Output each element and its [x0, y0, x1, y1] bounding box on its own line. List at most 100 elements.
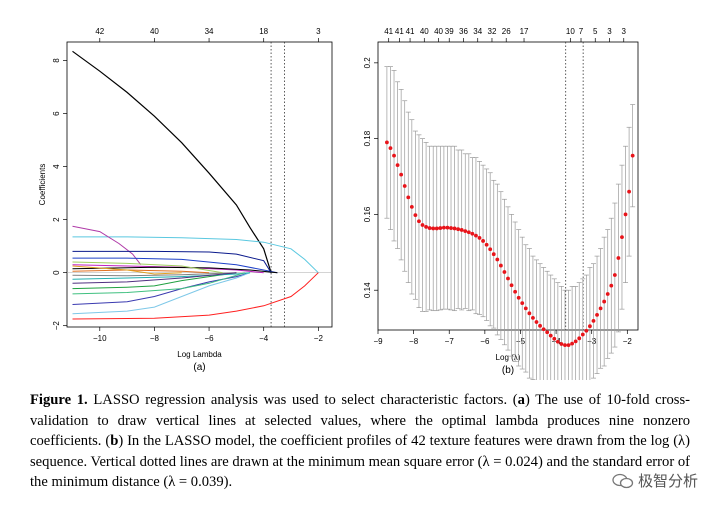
mse-point [566, 343, 571, 348]
coefficient-path [72, 50, 272, 273]
top-tick-label: 3 [622, 27, 627, 36]
caption-letter-b: b [110, 433, 119, 449]
x-tick-label: −6 [204, 334, 214, 343]
mse-point [527, 311, 532, 316]
coefficient-path [72, 250, 272, 273]
top-tick-label: 40 [434, 27, 443, 36]
mse-point [413, 213, 418, 218]
x-tick-label: −9 [373, 337, 383, 346]
figure-caption: Figure 1. LASSO regression analysis was … [30, 390, 690, 493]
mse-point [395, 163, 400, 168]
x-axis-title: Log (λ) [496, 353, 521, 362]
y-tick-label: −2 [52, 321, 61, 331]
coefficient-path [72, 269, 210, 274]
watermark: 极智分析 [612, 470, 698, 491]
top-tick-label: 41 [384, 27, 393, 36]
mse-point [605, 292, 610, 296]
mse-point [441, 225, 446, 230]
top-tick-label: 26 [502, 27, 511, 36]
mse-point [555, 339, 560, 344]
mse-point [559, 342, 564, 346]
coefficient-path [72, 236, 319, 274]
mse-point [595, 312, 599, 317]
mse-point [563, 343, 567, 348]
coefficient-path [72, 272, 237, 290]
caption-text-1: LASSO regression analysis was used to se… [87, 392, 518, 408]
caption-text-2: ) The use of 10-fold cross-validation to… [30, 392, 691, 449]
y-axis-title: Coefficients [38, 164, 47, 206]
mse-point [431, 226, 436, 231]
x-tick-label: −2 [623, 337, 633, 346]
mse-point [520, 301, 525, 305]
mse-point [591, 319, 596, 323]
x-tick-label: −6 [480, 337, 490, 346]
x-tick-label: −4 [259, 334, 269, 343]
coefficient-path [72, 272, 237, 277]
mse-point [523, 306, 528, 311]
x-tick-label: −7 [445, 337, 455, 346]
mse-point [420, 223, 425, 227]
mse-point [513, 289, 518, 294]
mse-point [534, 320, 539, 324]
top-tick-label: 3 [316, 27, 321, 36]
x-tick-label: −5 [516, 337, 526, 346]
mse-point [623, 212, 628, 217]
coefficient-path [72, 272, 319, 320]
mse-point [463, 229, 468, 233]
y-tick-label: 2 [52, 217, 61, 222]
mse-point [470, 231, 475, 236]
mse-point [598, 306, 603, 311]
top-tick-label: 18 [259, 27, 268, 36]
mse-point [552, 336, 557, 341]
top-tick-label: 3 [607, 27, 612, 36]
coefficient-path [72, 225, 142, 266]
mse-point [452, 226, 457, 231]
mse-point [406, 195, 411, 200]
top-tick-label: 40 [150, 27, 159, 36]
top-tick-label: 42 [95, 27, 104, 36]
mse-point [541, 327, 546, 332]
mse-point [402, 184, 407, 188]
x-tick-label: −8 [409, 337, 419, 346]
top-tick-label: 34 [473, 27, 482, 36]
x-tick-label: −8 [150, 334, 160, 343]
mse-point [495, 257, 500, 262]
mse-point [498, 263, 503, 268]
plot-frame [66, 41, 333, 328]
mse-point [449, 226, 453, 230]
coefficient-path [72, 266, 278, 274]
mse-point [584, 328, 589, 333]
mse-point [392, 153, 396, 158]
top-tick-label: 10 [566, 27, 575, 36]
coefficient-path [72, 272, 251, 315]
mse-point [580, 332, 585, 337]
mse-point [477, 236, 482, 240]
mse-point [466, 230, 471, 235]
mse-point [620, 235, 624, 240]
mse-point [545, 330, 550, 335]
panel-letter: (a) [193, 362, 205, 373]
caption-letter-a: a [517, 392, 525, 408]
y-tick-label: 8 [52, 58, 61, 63]
caption-text-3: ) In the LASSO model, the coefficient pr… [30, 433, 690, 490]
y-tick-label: 0.18 [363, 130, 372, 146]
watermark-text: 极智分析 [637, 472, 698, 490]
mse-point [438, 226, 443, 230]
mse-point [602, 299, 607, 304]
mse-point [506, 276, 510, 281]
mse-point [573, 339, 578, 344]
mse-point [484, 242, 489, 247]
y-tick-label: 0.16 [363, 206, 372, 222]
mse-point [434, 226, 439, 231]
mse-point [445, 225, 450, 230]
mse-point [385, 140, 389, 145]
mse-point [548, 333, 553, 338]
mse-point [409, 204, 414, 209]
mse-point [427, 226, 432, 230]
coefficient-path [72, 272, 245, 295]
top-tick-label: 36 [459, 27, 468, 36]
y-tick-label: 0.14 [363, 282, 372, 298]
mse-point [399, 172, 404, 177]
mse-point [456, 227, 461, 232]
caption-label: Figure 1. [30, 392, 88, 408]
